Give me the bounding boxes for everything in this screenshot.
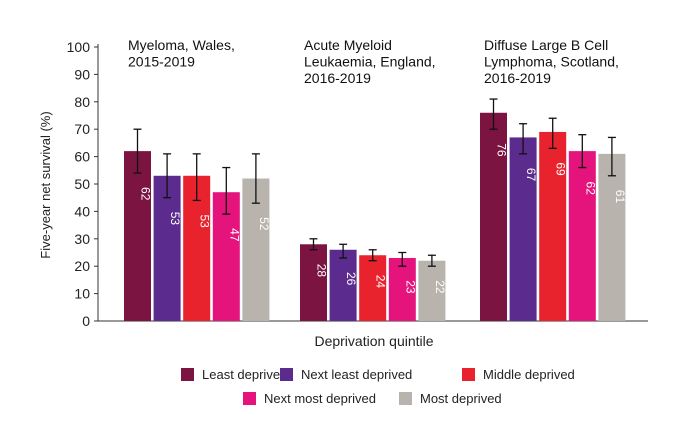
legend-label: Next least deprived <box>301 367 412 382</box>
group-title-line: 2015-2019 <box>128 54 195 70</box>
legend-swatch <box>462 368 475 381</box>
x-axis-label: Deprivation quintile <box>314 333 433 349</box>
group-title-line: Lymphoma, Scotland, <box>484 54 619 70</box>
bar <box>359 255 387 321</box>
legend-swatch <box>280 368 293 381</box>
group-titles: Myeloma, Wales, 2015-2019 Acute Myeloid Leu… <box>128 37 619 86</box>
y-tick-label: 0 <box>82 313 90 329</box>
y-tick-label: 70 <box>74 121 90 137</box>
bar <box>124 151 151 321</box>
group-title-line: 2016-2019 <box>484 70 551 86</box>
group-title-line: 2016-2019 <box>304 70 371 86</box>
y-tick-label: 30 <box>74 231 90 247</box>
y-tick-label: 100 <box>67 39 91 55</box>
bar-value-label: 61 <box>613 190 627 204</box>
y-tick-label: 20 <box>74 258 90 274</box>
group-title: Acute Myeloid Leukaemia, England, 2016-201… <box>304 37 436 86</box>
legend-swatch <box>399 392 412 405</box>
bar-value-label: 26 <box>344 272 358 286</box>
group-title: Diffuse Large B Cell Lymphoma, Scotland, 2… <box>484 37 619 86</box>
group-title: Myeloma, Wales, 2015-2019 <box>128 37 235 70</box>
bar <box>418 260 446 321</box>
y-axis-label: Five-year net survival (%) <box>38 111 53 258</box>
group-title-line: Diffuse Large B Cell <box>484 37 608 53</box>
y-tick-label: 90 <box>74 66 90 82</box>
bar <box>300 244 327 321</box>
bars: 62 53 53 47 52 28 26 24 23 22 76 67 69 62 61 <box>124 98 627 321</box>
y-tick-label: 80 <box>74 94 90 110</box>
bar <box>568 151 596 321</box>
legend-swatch <box>243 392 256 405</box>
bar-value-label: 24 <box>374 275 388 289</box>
legend-label: Least deprived <box>202 367 287 382</box>
bar-value-label: 53 <box>198 214 212 228</box>
axes: 0 10 20 30 40 50 60 70 80 90 100 <box>67 39 648 329</box>
group-title-line: Acute Myeloid <box>304 37 392 53</box>
legend-label: Middle deprived <box>483 367 575 382</box>
bar <box>329 249 357 321</box>
bar-value-label: 22 <box>433 280 447 294</box>
legend-label: Most deprived <box>420 391 502 406</box>
y-tick-label: 60 <box>74 149 90 165</box>
bar <box>598 153 626 321</box>
bar <box>388 257 416 321</box>
bar <box>539 131 567 321</box>
y-tick-label: 40 <box>74 203 90 219</box>
bar-value-label: 53 <box>168 212 182 226</box>
legend-swatch <box>181 368 194 381</box>
group-title-line: Myeloma, Wales, <box>128 37 235 53</box>
bar-value-label: 62 <box>583 182 597 196</box>
bar-value-label: 23 <box>403 280 417 294</box>
bar-value-label: 76 <box>495 143 509 157</box>
y-tick-label: 10 <box>74 286 90 302</box>
bar-value-label: 28 <box>315 264 329 278</box>
bar-value-label: 62 <box>139 187 153 201</box>
bar-value-label: 67 <box>524 168 538 182</box>
bar-value-label: 47 <box>227 228 241 242</box>
legend-label: Next most deprived <box>264 391 376 406</box>
legend: Least deprived Next least deprived Middle … <box>181 367 575 406</box>
bar <box>509 137 537 321</box>
bar <box>480 112 507 321</box>
group-title-line: Leukaemia, England, <box>304 54 436 70</box>
y-tick-label: 50 <box>74 176 90 192</box>
bar <box>153 175 181 321</box>
bar-value-label: 69 <box>554 162 568 176</box>
bar-value-label: 52 <box>257 217 271 231</box>
